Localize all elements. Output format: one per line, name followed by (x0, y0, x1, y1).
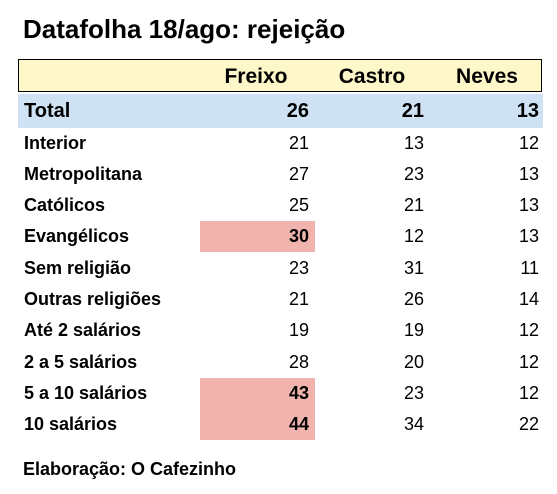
cell-freixo: 30 (200, 221, 315, 252)
table-row: Outras religiões 21 26 14 (0, 284, 557, 315)
cell-neves: 14 (518, 289, 539, 309)
row-label: 2 a 5 salários (24, 352, 138, 372)
cell-neves: 12 (518, 320, 539, 340)
table-header: Freixo Castro Neves (18, 59, 542, 92)
table-row: 5 a 10 salários 43 23 12 (0, 378, 557, 409)
table-row: Até 2 salários 19 19 12 (0, 315, 557, 346)
cell-castro: 13 (403, 133, 424, 153)
table-row: Sem religião 23 31 11 (0, 253, 557, 284)
column-header-neves: Neves (456, 65, 518, 88)
cell-neves: 13 (518, 164, 539, 184)
cell-castro: 21 (403, 195, 424, 215)
chart-title: Datafolha 18/ago: rejeição (23, 14, 346, 44)
footer-credit: Elaboração: O Cafezinho (23, 459, 237, 479)
cell-neves: 13 (516, 100, 539, 122)
table-row: Evangélicos 30 12 13 (0, 221, 557, 252)
row-label: 5 a 10 salários (24, 383, 148, 403)
cell-freixo: 25 (288, 195, 309, 215)
cell-castro: 12 (403, 226, 424, 246)
column-header-freixo: Freixo (224, 65, 288, 88)
total-row: Total 26 21 13 (0, 94, 557, 128)
cell-neves: 11 (520, 258, 539, 278)
column-header-castro: Castro (338, 65, 406, 88)
cell-castro: 20 (403, 352, 424, 372)
cell-freixo: 19 (288, 320, 309, 340)
cell-castro: 23 (403, 164, 424, 184)
row-label: Evangélicos (24, 226, 130, 246)
cell-freixo: 21 (288, 289, 309, 309)
cell-castro: 21 (401, 100, 424, 122)
row-label: 10 salários (24, 414, 118, 434)
cell-neves: 12 (518, 133, 539, 153)
table-row: 2 a 5 salários 28 20 12 (0, 347, 557, 378)
cell-neves: 12 (518, 352, 539, 372)
cell-castro: 19 (403, 320, 424, 340)
cell-castro: 26 (403, 289, 424, 309)
cell-freixo: 23 (288, 258, 309, 278)
cell-neves: 22 (518, 414, 539, 434)
cell-freixo: 27 (288, 164, 309, 184)
cell-neves: 13 (518, 226, 539, 246)
row-label: Até 2 salários (24, 320, 142, 340)
cell-castro: 23 (403, 383, 424, 403)
cell-freixo: 26 (286, 100, 309, 122)
total-row-background (18, 94, 543, 128)
cell-freixo: 43 (200, 378, 315, 409)
cell-freixo: 21 (288, 133, 309, 153)
row-label: Metropolitana (24, 164, 143, 184)
cell-castro: 31 (403, 258, 424, 278)
cell-neves: 12 (518, 383, 539, 403)
table-row: Metropolitana 27 23 13 (0, 159, 557, 190)
table-row: 10 salários 44 34 22 (0, 409, 557, 440)
cell-freixo: 44 (200, 409, 315, 440)
row-label: Interior (24, 133, 87, 153)
row-label: Sem religião (24, 258, 132, 278)
row-label: Total (24, 100, 71, 122)
cell-neves: 13 (518, 195, 539, 215)
row-label: Católicos (24, 195, 106, 215)
row-label: Outras religiões (24, 289, 162, 309)
cell-freixo: 28 (288, 352, 309, 372)
table-row: Interior 21 13 12 (0, 128, 557, 159)
table-row: Católicos 25 21 13 (0, 190, 557, 221)
cell-castro: 34 (403, 414, 424, 434)
